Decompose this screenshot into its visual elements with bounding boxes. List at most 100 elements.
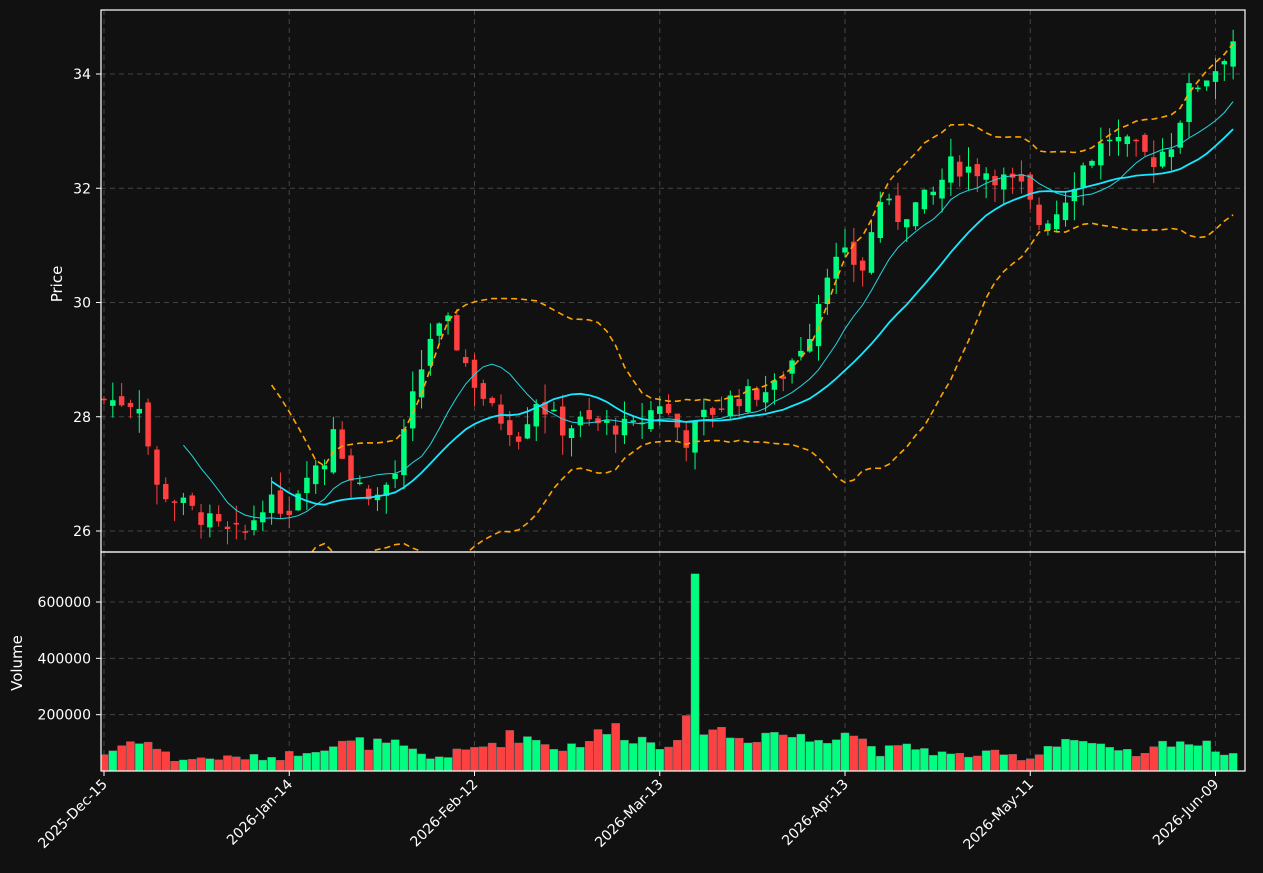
volume-bar <box>1034 754 1044 771</box>
candle-body <box>145 402 151 447</box>
volume-bar <box>876 755 885 771</box>
candle-body <box>701 409 707 418</box>
volume-bar <box>849 735 859 771</box>
candle-body <box>357 482 363 485</box>
candle-body <box>480 383 487 399</box>
candle-body <box>207 513 213 528</box>
volume-bar <box>1078 741 1088 771</box>
volume-bar <box>743 742 753 771</box>
candle-body <box>365 488 372 500</box>
candle-body <box>983 173 989 180</box>
candle-body <box>1168 149 1175 157</box>
volume-bar <box>373 738 382 771</box>
candle-body <box>1098 143 1104 166</box>
volume-bar <box>1052 746 1061 771</box>
candle-body <box>136 408 143 414</box>
price-tick-label: 34 <box>73 67 91 83</box>
volume-bar <box>258 759 268 771</box>
volume-bar <box>928 755 938 771</box>
candle-body <box>939 179 945 199</box>
volume-bar <box>655 749 665 771</box>
candle-body <box>639 422 645 425</box>
volume-bar <box>911 749 920 771</box>
candle-body <box>171 501 178 503</box>
volume-bar <box>752 742 762 771</box>
candle-body <box>154 449 160 485</box>
grid-lines <box>101 10 1245 771</box>
volume-bar <box>523 736 532 771</box>
candle-body <box>1133 139 1139 142</box>
volume-bar <box>946 753 956 771</box>
candle-body <box>189 495 195 506</box>
candle-body <box>833 256 839 279</box>
volume-bar <box>1114 750 1123 771</box>
volume-bar <box>814 740 823 771</box>
volume-bar <box>920 748 929 771</box>
volume-bar <box>796 733 806 771</box>
candle-body <box>268 494 275 513</box>
candle-body <box>118 396 125 406</box>
candle-body <box>1115 136 1122 142</box>
candle-body <box>410 391 416 429</box>
volume-bar <box>470 747 479 771</box>
volume-bar <box>1220 754 1229 771</box>
candle-body <box>312 465 319 485</box>
volume-bar <box>382 742 391 771</box>
candle-body <box>551 409 557 412</box>
volume-bar <box>681 715 691 771</box>
candle-body <box>657 406 663 414</box>
candle-body <box>683 430 689 448</box>
candle-body <box>1001 174 1007 190</box>
candle-body <box>745 386 751 413</box>
candle-body <box>436 323 442 336</box>
volume-bar <box>893 745 903 771</box>
volume-bar <box>302 753 312 771</box>
volume-bar <box>461 749 470 771</box>
candle-body <box>101 398 107 401</box>
candle-body <box>1151 157 1157 168</box>
candle-body <box>418 369 425 398</box>
candle-body <box>1106 139 1113 142</box>
volume-tick-label: 600000 <box>38 595 91 611</box>
volume-bar <box>1017 760 1026 771</box>
volume-bar <box>778 734 788 771</box>
candle-body <box>321 465 328 470</box>
volume-bar <box>355 737 365 771</box>
price-tick-label: 26 <box>73 524 91 540</box>
volume-bar <box>973 755 982 771</box>
volume-bar <box>734 737 744 771</box>
candle-body <box>568 428 575 439</box>
price-tick-label: 32 <box>73 181 91 197</box>
candle-body <box>233 522 240 525</box>
candle-body <box>709 408 716 415</box>
volume-bar <box>708 729 717 771</box>
candle-body <box>1221 61 1228 65</box>
candle-body <box>665 403 672 414</box>
volume-bar <box>346 740 356 771</box>
candle-body <box>630 420 637 422</box>
candle-body <box>789 360 795 374</box>
volume-bar <box>531 739 541 771</box>
volume-bar <box>1175 741 1185 771</box>
candle-body <box>595 418 601 424</box>
candle-body <box>295 493 301 511</box>
volume-bar <box>223 755 232 771</box>
volume-bar <box>1211 751 1220 771</box>
volume-bar <box>232 756 241 771</box>
volume-bar <box>1123 748 1132 771</box>
candle-body <box>507 420 513 436</box>
candle-body <box>462 357 469 364</box>
volume-bar <box>823 743 832 771</box>
volume-bar <box>620 739 629 771</box>
candle-body <box>242 531 248 533</box>
volume-bar <box>434 756 444 771</box>
candle-body <box>1053 214 1060 230</box>
volume-bar <box>479 746 488 771</box>
candle-body <box>392 473 398 479</box>
candle-body <box>1036 204 1042 225</box>
bollinger-upper-line <box>270 42 1234 467</box>
candle-body <box>921 189 928 210</box>
candle-body <box>1124 136 1131 145</box>
candle-body <box>877 202 884 238</box>
